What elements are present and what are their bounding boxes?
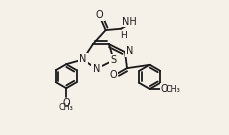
Text: N: N — [125, 46, 133, 56]
Text: N: N — [92, 64, 100, 74]
Text: O: O — [95, 10, 103, 20]
Text: H: H — [120, 31, 127, 40]
Text: O: O — [109, 70, 116, 80]
Text: O: O — [160, 84, 168, 94]
Text: CH₃: CH₃ — [165, 85, 179, 94]
Text: CH₃: CH₃ — [59, 103, 73, 112]
Text: N: N — [79, 55, 86, 65]
Text: O: O — [62, 99, 70, 109]
Text: NH: NH — [121, 17, 136, 27]
Text: S: S — [110, 55, 116, 65]
